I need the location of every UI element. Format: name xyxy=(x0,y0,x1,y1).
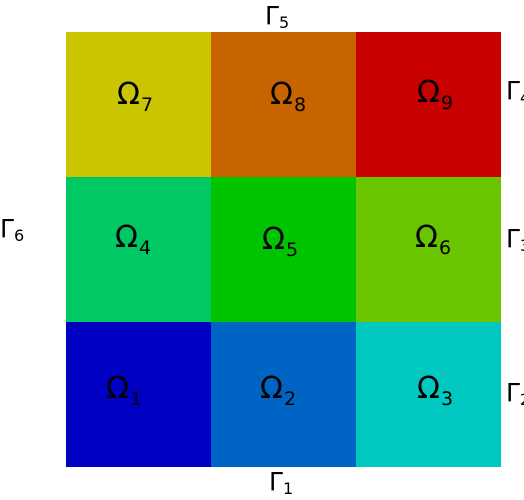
omega-index: 6 xyxy=(438,236,452,259)
omega-index: 7 xyxy=(140,93,154,116)
gamma-index: 6 xyxy=(13,226,25,245)
region-label-omega-4: Ω4 xyxy=(115,220,151,258)
omega-symbol: Ω xyxy=(415,220,438,255)
omega-symbol: Ω xyxy=(106,371,129,406)
omega-symbol: Ω xyxy=(417,75,440,110)
boundary-label-gamma-2: Γ2 xyxy=(506,378,524,408)
region-omega-9: Ω9 xyxy=(356,32,501,177)
region-label-omega-9: Ω9 xyxy=(417,75,453,113)
region-label-omega-5: Ω5 xyxy=(262,222,298,260)
gamma-index: 3 xyxy=(520,236,524,255)
region-omega-1: Ω1 xyxy=(66,322,211,467)
gamma-symbol: Γ xyxy=(506,378,520,407)
omega-symbol: Ω xyxy=(260,371,283,406)
boundary-label-gamma-1: Γ1 xyxy=(269,467,293,497)
gamma-symbol: Γ xyxy=(0,214,14,243)
omega-index: 4 xyxy=(138,236,152,259)
boundary-label-gamma-3: Γ3 xyxy=(506,224,524,254)
region-omega-8: Ω8 xyxy=(211,32,356,177)
omega-index: 2 xyxy=(283,387,297,410)
region-omega-3: Ω3 xyxy=(356,322,501,467)
region-label-omega-7: Ω7 xyxy=(117,77,153,115)
boundary-label-gamma-6: Γ6 xyxy=(0,214,24,244)
region-label-omega-3: Ω3 xyxy=(417,371,453,409)
subdomain-grid: Ω7 Ω8 Ω9 Ω4 Ω5 Ω6 Ω1 Ω2 Ω3 xyxy=(66,32,501,467)
gamma-index: 2 xyxy=(520,390,524,409)
omega-symbol: Ω xyxy=(417,371,440,406)
boundary-label-gamma-5: Γ5 xyxy=(265,1,289,31)
omega-index: 3 xyxy=(440,387,454,410)
region-label-omega-1: Ω1 xyxy=(106,371,142,409)
gamma-index: 5 xyxy=(278,13,290,32)
omega-symbol: Ω xyxy=(262,222,285,257)
region-label-omega-8: Ω8 xyxy=(270,77,306,115)
region-omega-2: Ω2 xyxy=(211,322,356,467)
omega-index: 5 xyxy=(285,238,299,261)
omega-index: 9 xyxy=(440,91,454,114)
boundary-label-gamma-4: Γ4 xyxy=(506,76,524,106)
omega-symbol: Ω xyxy=(115,220,138,255)
gamma-index: 4 xyxy=(520,88,524,107)
gamma-symbol: Γ xyxy=(506,224,520,253)
gamma-index: 1 xyxy=(282,479,294,498)
gamma-symbol: Γ xyxy=(506,76,520,105)
region-omega-4: Ω4 xyxy=(66,177,211,322)
region-omega-6: Ω6 xyxy=(356,177,501,322)
omega-index: 1 xyxy=(129,387,143,410)
gamma-symbol: Γ xyxy=(265,1,279,30)
region-label-omega-2: Ω2 xyxy=(260,371,296,409)
region-omega-7: Ω7 xyxy=(66,32,211,177)
region-omega-5: Ω5 xyxy=(211,177,356,322)
gamma-symbol: Γ xyxy=(269,467,283,496)
omega-symbol: Ω xyxy=(117,77,140,112)
region-label-omega-6: Ω6 xyxy=(415,220,451,258)
omega-symbol: Ω xyxy=(270,77,293,112)
omega-index: 8 xyxy=(293,93,307,116)
